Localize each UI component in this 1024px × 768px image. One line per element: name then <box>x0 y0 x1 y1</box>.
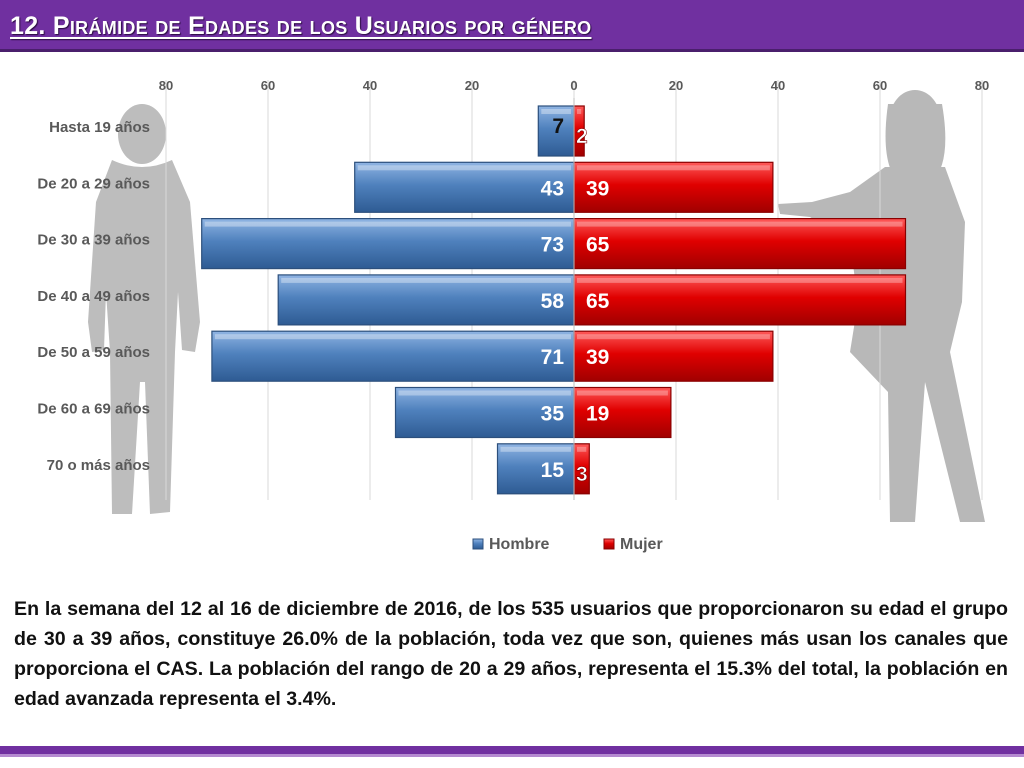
data-label-mujer: 65 <box>586 290 610 313</box>
bar-highlight <box>500 446 571 452</box>
bar-highlight <box>577 446 587 452</box>
data-label-mujer: 39 <box>586 177 609 200</box>
data-label-hombre: 43 <box>541 177 564 200</box>
data-label-mujer: 65 <box>586 234 610 257</box>
bar-highlight <box>577 277 903 283</box>
bar-highlight <box>577 109 582 114</box>
bar-hombre <box>394 386 575 439</box>
legend-label: Mujer <box>620 536 663 553</box>
x-tick-label: 20 <box>465 78 479 93</box>
bar-highlight <box>577 165 770 171</box>
data-label-hombre: 35 <box>541 403 565 426</box>
legend-swatch <box>603 538 615 550</box>
bar-highlight <box>541 109 571 114</box>
data-label-hombre: 58 <box>541 290 565 313</box>
bar-highlight <box>577 221 903 227</box>
population-pyramid-chart: 80 60 40 20 0 20 40 60 80 Hasta 19 años De 20 a 2… <box>37 78 989 553</box>
bar-highlight <box>214 334 571 340</box>
category-label: De 50 a 59 años <box>37 344 150 361</box>
legend-swatch <box>472 538 484 550</box>
x-tick-label: 80 <box>159 78 173 93</box>
bar-highlight <box>577 390 668 396</box>
slide-title: 12. Pirámide de Edades de los Usuarios p… <box>10 12 592 40</box>
title-bar: 12. Pirámide de Edades de los Usuarios p… <box>0 0 1024 52</box>
bar-hombre <box>496 443 575 495</box>
data-label-mujer: 39 <box>586 346 609 369</box>
woman-silhouette-icon <box>778 90 985 522</box>
x-tick-label: 40 <box>771 78 785 93</box>
category-label: De 60 a 69 años <box>37 401 150 418</box>
bar-highlight <box>398 390 571 396</box>
data-label-hombre: 15 <box>541 459 565 482</box>
data-label-hombre: 7 <box>552 115 564 138</box>
data-label-hombre: 71 <box>541 346 565 369</box>
bar-highlight <box>281 277 571 283</box>
man-silhouette-icon <box>88 104 200 514</box>
x-tick-label: 60 <box>873 78 887 93</box>
bar-mujer <box>573 330 774 382</box>
data-label-mujer: 19 <box>586 403 609 426</box>
bar-mujer <box>573 386 672 439</box>
description-paragraph: En la semana del 12 al 16 de diciembre d… <box>14 598 1008 710</box>
bar-highlight <box>577 334 770 340</box>
category-label: De 20 a 29 años <box>37 175 150 192</box>
category-label: Hasta 19 años <box>49 119 150 136</box>
data-label-mujer: 2 <box>576 125 588 148</box>
bar-hombre <box>201 218 575 270</box>
bar-highlight <box>357 165 571 171</box>
bar-hombre <box>354 161 575 213</box>
bar-highlight <box>204 221 571 227</box>
chart-legend: Hombre Mujer <box>472 536 663 553</box>
category-label: 70 o más años <box>47 457 150 474</box>
x-tick-label: 80 <box>975 78 989 93</box>
x-tick-label: 60 <box>261 78 275 93</box>
bar-mujer <box>573 218 907 270</box>
data-label-hombre: 73 <box>541 234 564 257</box>
x-tick-label: 40 <box>363 78 377 93</box>
legend-label: Hombre <box>489 536 550 553</box>
category-label: De 40 a 49 años <box>37 288 150 305</box>
x-tick-label: 20 <box>669 78 683 93</box>
bar-mujer <box>573 274 907 326</box>
data-label-mujer: 3 <box>576 463 588 486</box>
category-label: De 30 a 39 años <box>37 232 150 249</box>
bar-mujer <box>573 161 774 213</box>
x-tick-label: 0 <box>570 78 577 93</box>
bar-hombre <box>211 330 575 382</box>
bar-hombre <box>277 274 575 326</box>
footer-bar <box>0 746 1024 768</box>
